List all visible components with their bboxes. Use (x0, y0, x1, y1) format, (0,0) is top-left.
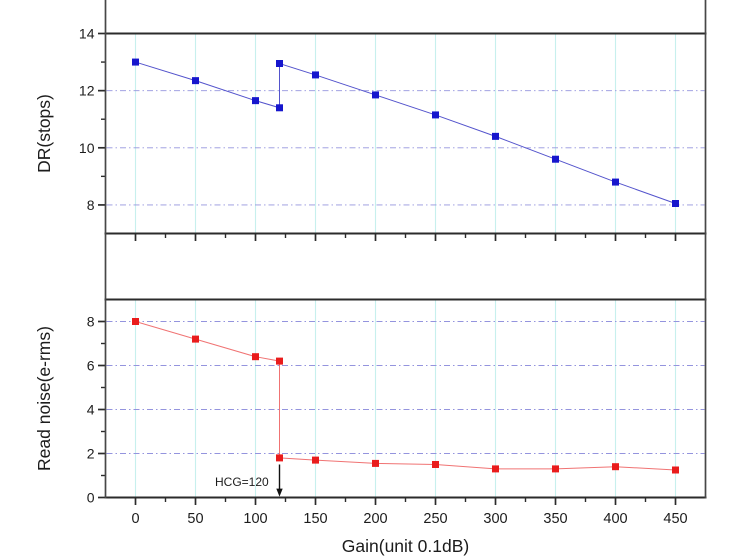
dr-series-point (432, 111, 439, 119)
x-tick-label: 150 (303, 511, 327, 527)
y-tick-label: 8 (87, 197, 95, 213)
x-tick-label: 200 (363, 511, 387, 527)
y-tick-label: 10 (79, 140, 95, 156)
x-tick-label: 250 (423, 511, 447, 527)
read-noise-series-point (276, 454, 283, 462)
hcg-arrow-head (276, 488, 283, 497)
read-noise-series-point (192, 335, 199, 343)
read-noise-series-point (252, 353, 259, 361)
y-tick-label: 4 (87, 402, 95, 418)
y-tick-label: 8 (87, 314, 95, 330)
y-tick-label: 0 (87, 490, 95, 506)
x-tick-label: 0 (131, 511, 139, 527)
x-axis-title: Gain(unit 0.1dB) (342, 536, 469, 556)
panel-read-noise: 0 2 4 6 8 Read noise(e-rms) 0 50 100 150 200 250 300… (34, 298, 707, 556)
y-axis-title-read-noise: Read noise(e-rms) (34, 326, 54, 471)
dr-series-point (312, 71, 319, 79)
y-tick-label: 6 (87, 358, 95, 374)
x-tick-label: 300 (483, 511, 507, 527)
y-tick-label: 14 (79, 26, 95, 42)
y-tick-label: 2 (87, 446, 95, 462)
dr-series-point (276, 104, 283, 112)
dr-series-point (372, 91, 379, 99)
dr-series-point (252, 97, 259, 105)
dr-series-point (192, 77, 199, 85)
dr-series-point (132, 58, 139, 66)
dr-series-line (135, 61, 676, 204)
dr-series-point (492, 132, 499, 140)
dr-series-point (276, 60, 283, 67)
read-noise-series-point (492, 465, 499, 473)
dr-series-point (612, 178, 619, 186)
read-noise-series-point (552, 465, 559, 473)
read-noise-series-point (312, 456, 319, 464)
y-axis-title-dr: DR(stops) (34, 94, 54, 173)
read-noise-series-point (432, 461, 439, 468)
dr-series-point (552, 155, 559, 163)
hcg-annotation-label: HCG=120 (215, 475, 269, 489)
read-noise-series-point (372, 459, 379, 467)
read-noise-series-point (132, 318, 139, 325)
panel-dr: 8 10 12 14 DR(stops) (34, 26, 707, 241)
x-tick-label: 450 (663, 511, 687, 527)
read-noise-series-point (612, 463, 619, 471)
x-tick-label: 50 (187, 511, 203, 527)
x-tick-label: 350 (543, 511, 567, 527)
read-noise-series-line (135, 321, 676, 471)
y-tick-label: 12 (79, 83, 95, 99)
read-noise-series-point (672, 466, 679, 474)
dr-series-point (672, 200, 679, 207)
read-noise-series-point (276, 357, 283, 365)
x-tick-label: 100 (243, 511, 267, 527)
x-tick-label: 400 (603, 511, 627, 527)
